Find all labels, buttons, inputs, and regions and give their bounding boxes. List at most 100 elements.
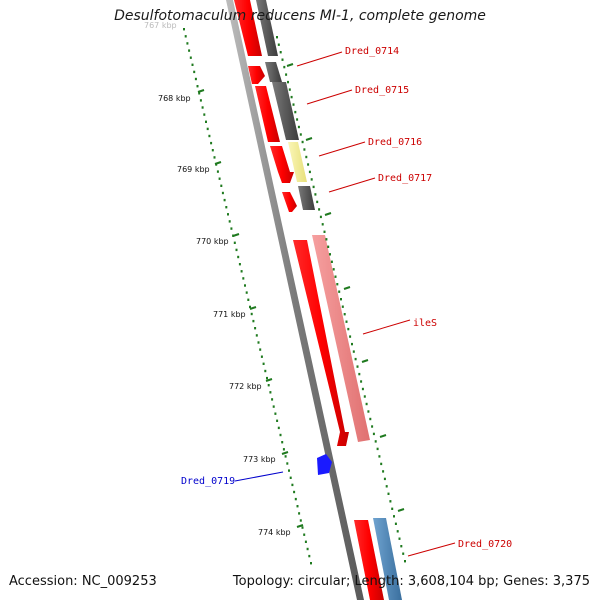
track-dot [382,470,385,473]
track-dot [329,253,331,256]
tick-dot [288,469,290,472]
tick-dot [254,327,257,330]
gene-block[interactable] [272,82,299,140]
tick-dot [194,77,197,81]
gene-label-dred-0715[interactable]: Dred_0715 [355,85,409,96]
tick-dot [188,49,191,52]
tick-dot [220,184,223,187]
tick-dot [308,554,311,558]
tick-dot [235,248,238,252]
track-dot [396,530,399,533]
tick-dot [211,149,214,152]
tick-dot [284,455,287,458]
tick-dot [223,198,226,202]
track-dot [276,36,278,39]
tick-dot [221,191,224,195]
track-dot [354,357,357,361]
gene-label-iles[interactable]: ileS [413,318,437,329]
track-dot [316,200,319,204]
track-dot [281,58,284,61]
tick-dot [191,63,194,66]
backbone-line [226,0,364,600]
tick-label: 773 kbp [243,455,276,464]
tick-dot [286,462,289,465]
track-dot [297,125,300,129]
gene-block[interactable] [298,186,315,210]
tick-dot [193,70,196,74]
tick-dot [255,334,258,337]
major-tick [232,233,240,237]
tick-dot [269,391,272,394]
track-dot [365,402,368,406]
track-dot [356,365,359,368]
tick-dot [279,433,282,437]
tick-dot [230,227,233,230]
tick-dot [228,220,231,223]
tick-dot [184,35,187,38]
track-dot [308,170,311,174]
gene-label-dred-0716[interactable]: Dred_0716 [368,137,422,148]
gene-block-dred-0717[interactable] [282,192,297,212]
track-dot [347,327,350,331]
gene-block[interactable] [265,62,282,82]
gene-features [234,0,402,600]
track-dot [351,342,353,346]
gene-block[interactable] [288,142,307,182]
tick-dot [259,348,262,351]
track-dot [385,485,388,488]
track-dot [371,425,374,428]
gene-label-dred-0720[interactable]: Dred_0720 [458,539,512,550]
gene-block[interactable] [373,518,402,600]
track-dot [296,118,299,121]
track-dot [404,560,406,563]
tick-dot [306,547,309,551]
tick-dot [298,512,301,515]
tick-dot [247,298,250,301]
major-tick [361,359,369,363]
tick-dot [206,127,209,131]
major-tick [197,89,205,93]
label-callouts [234,51,456,557]
gene-block-dred-0715[interactable] [255,86,280,142]
track-dot [312,185,315,189]
track-dot [314,193,317,196]
tick-dot [249,305,251,309]
track-dot [287,80,289,84]
genome-summary-text: Topology: circular; Length: 3,608,104 bp… [232,574,590,589]
tick-label: 771 kbp [213,310,246,319]
gene-label-dred-0714[interactable]: Dred_0714 [345,46,399,57]
tick-dot [183,28,185,31]
track-dot [319,215,322,219]
tick-dot [225,206,228,209]
tick-dot [310,562,312,565]
gene-block[interactable] [312,235,370,442]
gene-block-dred-0720[interactable] [354,520,384,600]
gene-block-iles[interactable] [293,240,349,446]
tick-dot [218,177,221,180]
track-dot [400,545,403,548]
tick-dot [250,312,253,316]
major-tick [379,434,387,438]
track-dot [321,223,324,226]
tick-dot [257,341,260,344]
track-dot [323,230,326,233]
major-tick [296,524,304,528]
track-dot [290,95,293,99]
gene-label-dred-0719[interactable]: Dred_0719 [181,476,235,487]
gene-block[interactable] [234,0,262,56]
tick-dot [189,56,192,59]
track-dot [343,313,346,316]
tick-dot [205,120,207,123]
track-dot [338,290,341,293]
gene-block[interactable] [256,0,278,56]
gene-block-dred-0716[interactable] [270,146,294,183]
tick-dot [266,376,268,380]
gene-block-dred-0719[interactable] [317,454,332,475]
tick-track [183,28,312,565]
track-dot [398,537,401,540]
tick-dot [186,42,189,45]
gene-block-dred-0714[interactable] [248,66,265,84]
gene-label-dred-0717[interactable]: Dred_0717 [378,173,432,184]
track-dot [310,178,313,181]
